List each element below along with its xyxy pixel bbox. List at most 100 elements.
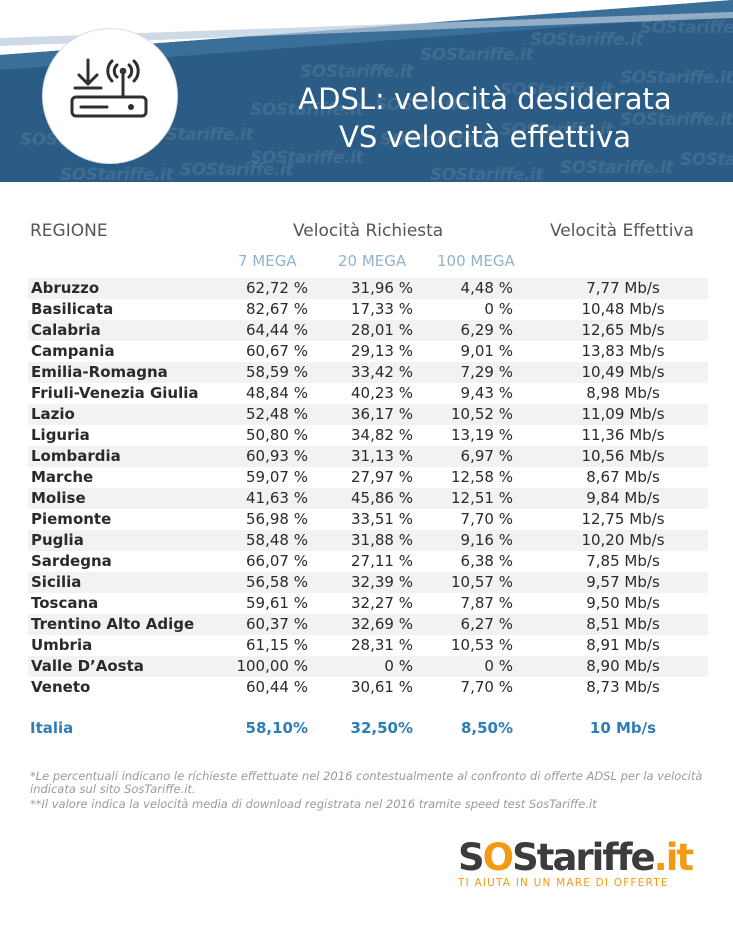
value-effective-unit: Mb/s — [624, 573, 660, 591]
value-7-mega-value: 59,61 — [246, 594, 289, 612]
value-100-mega: 0 % — [433, 656, 513, 677]
logo-part-stariffe: Stariffe — [512, 836, 656, 879]
value-20-mega-value: 29,13 — [351, 342, 394, 360]
value-effective-unit: Mb/s — [624, 384, 660, 402]
value-effective-unit: Mb/s — [624, 279, 660, 297]
value-20-mega-value: 27,11 — [351, 552, 394, 570]
value-effective-unit: Mb/s — [629, 510, 665, 528]
region-name-value: Toscana — [31, 594, 99, 612]
value-20-mega-unit: % — [398, 489, 413, 507]
value-7-mega-value: 58,59 — [246, 363, 289, 381]
value-7-mega-unit: % — [293, 300, 308, 318]
value-20-mega-value: 32,27 — [351, 594, 394, 612]
value-20-mega-unit: % — [398, 636, 413, 654]
region-name: Calabria — [31, 320, 101, 341]
value-7-mega: 41,63 % — [228, 488, 308, 509]
value-7-mega-unit: % — [293, 552, 308, 570]
watermark-text: SOStariffe.it — [430, 165, 543, 182]
watermark-text: SOStariffe.it — [530, 30, 643, 50]
total-100-mega: 8,50% — [460, 719, 513, 737]
value-effective: 9,50 Mb/s — [568, 593, 678, 614]
value-100-mega: 6,38 % — [433, 551, 513, 572]
value-100-mega: 9,43 % — [433, 383, 513, 404]
value-20-mega: 28,31 % — [333, 635, 413, 656]
value-effective-value: 8,73 — [586, 678, 620, 696]
value-7-mega-value: 100,00 — [236, 657, 289, 675]
value-7-mega-unit: % — [293, 636, 308, 654]
value-effective-unit: Mb/s — [624, 468, 660, 486]
value-20-mega-value: 32,69 — [351, 615, 394, 633]
value-7-mega-unit: % — [293, 363, 308, 381]
value-100-mega-value: 7,70 — [460, 678, 494, 696]
table-row: Valle D’Aosta 100,00 % 0 % 0 % 8,90 Mb/s — [28, 656, 708, 677]
value-100-mega-unit: % — [498, 594, 513, 612]
value-100-mega: 13,19 % — [433, 425, 513, 446]
value-100-mega-value: 10,57 — [451, 573, 494, 591]
value-100-mega-unit: % — [498, 468, 513, 486]
value-7-mega: 48,84 % — [228, 383, 308, 404]
value-7-mega: 60,93 % — [228, 446, 308, 467]
region-name-value: Sicilia — [31, 573, 82, 591]
value-7-mega-value: 60,44 — [246, 678, 289, 696]
value-7-mega: 82,67 % — [228, 299, 308, 320]
footnote-2: **Il valore indica la velocità media di … — [30, 797, 597, 811]
value-7-mega-value: 60,37 — [246, 615, 289, 633]
value-100-mega-value: 10,53 — [451, 636, 494, 654]
table-row: Piemonte 56,98 % 33,51 % 7,70 % 12,75 Mb/s — [28, 509, 708, 530]
value-effective-unit: Mb/s — [624, 594, 660, 612]
value-effective-unit: Mb/s — [624, 615, 660, 633]
region-name-value: Trentino Alto Adige — [31, 615, 195, 633]
value-20-mega-unit: % — [398, 384, 413, 402]
value-effective: 7,85 Mb/s — [568, 551, 678, 572]
value-100-mega-unit: % — [498, 384, 513, 402]
value-100-mega-value: 4,48 — [460, 279, 494, 297]
value-20-mega-unit: % — [398, 552, 413, 570]
region-name: Sardegna — [31, 551, 112, 572]
value-100-mega-value: 6,29 — [460, 321, 494, 339]
value-effective-value: 10,20 — [581, 531, 625, 549]
value-effective: 8,90 Mb/s — [568, 656, 678, 677]
value-20-mega: 32,69 % — [333, 614, 413, 635]
value-100-mega-value: 6,27 — [460, 615, 494, 633]
header-regione: REGIONE — [30, 221, 108, 241]
region-name-value: Veneto — [31, 678, 91, 696]
value-effective-unit: Mb/s — [629, 405, 665, 423]
value-20-mega-value: 30,61 — [351, 678, 394, 696]
region-name-value: Valle D’Aosta — [31, 657, 144, 675]
subheader-7-mega: 7 MEGA — [238, 252, 297, 270]
table-row: Calabria 64,44 % 28,01 % 6,29 % 12,65 Mb/s — [28, 320, 708, 341]
value-100-mega-value: 12,51 — [451, 489, 494, 507]
value-effective-unit: Mb/s — [624, 657, 660, 675]
watermark-text: SOStariffe.it — [375, 95, 488, 115]
region-name-value: Piemonte — [31, 510, 112, 528]
sostariffe-logo: SOStariffe.it TI AIUTA IN UN MARE DI OFF… — [458, 836, 694, 890]
value-20-mega: 17,33 % — [333, 299, 413, 320]
value-20-mega-unit: % — [398, 468, 413, 486]
data-table: Abruzzo 62,72 % 31,96 % 4,48 % 7,77 Mb/s Basi… — [28, 278, 708, 698]
value-100-mega: 6,27 % — [433, 614, 513, 635]
value-100-mega: 9,16 % — [433, 530, 513, 551]
value-7-mega-unit: % — [293, 342, 308, 360]
logo-part-it: .it — [653, 836, 694, 879]
value-effective: 9,84 Mb/s — [568, 488, 678, 509]
value-7-mega: 100,00 % — [228, 656, 308, 677]
watermark-text: SOStariffe.it — [60, 165, 173, 182]
region-name: Molise — [31, 488, 86, 509]
page-title: ADSL: velocità desiderata VS velocità ef… — [265, 80, 705, 156]
value-effective-unit: Mb/s — [629, 426, 665, 444]
value-effective-value: 11,36 — [581, 426, 625, 444]
value-effective: 10,20 Mb/s — [568, 530, 678, 551]
value-effective-value: 9,57 — [586, 573, 620, 591]
value-7-mega: 60,67 % — [228, 341, 308, 362]
value-100-mega-unit: % — [498, 363, 513, 381]
value-7-mega-value: 60,93 — [246, 447, 289, 465]
value-20-mega: 36,17 % — [333, 404, 413, 425]
value-100-mega-unit: % — [498, 405, 513, 423]
value-20-mega: 45,86 % — [333, 488, 413, 509]
value-7-mega-value: 59,07 — [246, 468, 289, 486]
value-7-mega-value: 60,67 — [246, 342, 289, 360]
watermark-text: SOStariffe.it — [180, 160, 293, 180]
region-name-value: Friuli-Venezia Giulia — [31, 384, 199, 402]
value-100-mega-unit: % — [498, 279, 513, 297]
value-effective: 13,83 Mb/s — [568, 341, 678, 362]
